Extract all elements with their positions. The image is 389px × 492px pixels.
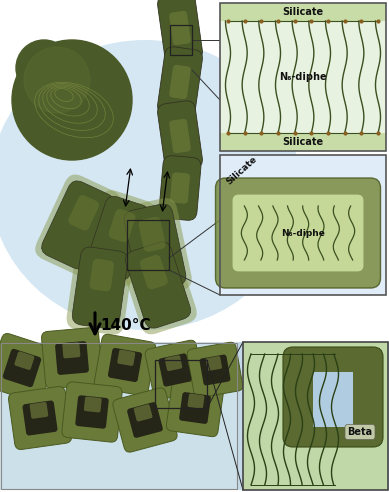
Bar bbox=[0, 342, 238, 490]
FancyBboxPatch shape bbox=[119, 236, 197, 335]
FancyBboxPatch shape bbox=[124, 204, 186, 292]
Bar bbox=[127, 220, 169, 270]
Bar bbox=[155, 360, 207, 408]
FancyBboxPatch shape bbox=[84, 397, 102, 412]
FancyBboxPatch shape bbox=[187, 342, 243, 398]
FancyBboxPatch shape bbox=[3, 349, 41, 387]
FancyBboxPatch shape bbox=[169, 119, 191, 153]
FancyBboxPatch shape bbox=[72, 247, 128, 329]
Bar bbox=[0, 342, 389, 490]
FancyBboxPatch shape bbox=[206, 356, 222, 371]
FancyBboxPatch shape bbox=[42, 181, 114, 269]
FancyBboxPatch shape bbox=[139, 217, 165, 252]
FancyBboxPatch shape bbox=[86, 196, 149, 280]
FancyBboxPatch shape bbox=[170, 172, 190, 204]
FancyBboxPatch shape bbox=[140, 255, 168, 289]
FancyBboxPatch shape bbox=[55, 341, 89, 375]
FancyBboxPatch shape bbox=[158, 101, 202, 171]
FancyBboxPatch shape bbox=[165, 355, 182, 371]
FancyBboxPatch shape bbox=[117, 350, 135, 366]
FancyBboxPatch shape bbox=[23, 400, 58, 435]
FancyBboxPatch shape bbox=[42, 328, 102, 389]
FancyBboxPatch shape bbox=[81, 190, 156, 286]
Bar bbox=[220, 3, 386, 151]
FancyBboxPatch shape bbox=[283, 347, 383, 447]
Text: Beta: Beta bbox=[347, 427, 373, 437]
Bar bbox=[220, 3, 386, 151]
Circle shape bbox=[16, 40, 72, 96]
FancyBboxPatch shape bbox=[158, 353, 192, 387]
Text: Silicate: Silicate bbox=[282, 137, 324, 147]
FancyBboxPatch shape bbox=[158, 0, 202, 63]
FancyBboxPatch shape bbox=[62, 382, 122, 442]
FancyBboxPatch shape bbox=[166, 379, 224, 436]
FancyBboxPatch shape bbox=[0, 334, 56, 402]
FancyBboxPatch shape bbox=[200, 355, 230, 385]
Text: N₆-diphe: N₆-diphe bbox=[281, 228, 325, 238]
FancyBboxPatch shape bbox=[118, 198, 192, 298]
Text: 140°C: 140°C bbox=[100, 317, 151, 333]
Bar bbox=[243, 342, 388, 490]
FancyBboxPatch shape bbox=[113, 388, 177, 452]
Bar bbox=[170, 25, 192, 55]
FancyBboxPatch shape bbox=[127, 402, 163, 438]
Bar bbox=[313, 372, 353, 427]
FancyBboxPatch shape bbox=[158, 47, 202, 117]
FancyBboxPatch shape bbox=[169, 11, 191, 45]
FancyBboxPatch shape bbox=[89, 259, 114, 291]
FancyBboxPatch shape bbox=[68, 195, 99, 230]
FancyBboxPatch shape bbox=[9, 387, 72, 450]
Text: N₆-diphe: N₆-diphe bbox=[279, 72, 327, 82]
Bar bbox=[1, 343, 237, 489]
FancyBboxPatch shape bbox=[62, 342, 81, 358]
FancyBboxPatch shape bbox=[30, 402, 48, 419]
FancyBboxPatch shape bbox=[145, 340, 205, 400]
FancyBboxPatch shape bbox=[14, 351, 34, 370]
Bar bbox=[243, 342, 388, 490]
FancyBboxPatch shape bbox=[75, 395, 109, 429]
Bar bbox=[220, 3, 386, 21]
Circle shape bbox=[24, 47, 90, 113]
FancyBboxPatch shape bbox=[233, 195, 363, 272]
FancyBboxPatch shape bbox=[108, 348, 142, 382]
Text: Silicate: Silicate bbox=[282, 7, 324, 17]
FancyBboxPatch shape bbox=[134, 404, 152, 422]
FancyBboxPatch shape bbox=[125, 242, 191, 328]
Bar bbox=[220, 155, 386, 295]
FancyBboxPatch shape bbox=[169, 65, 191, 99]
Bar bbox=[220, 133, 386, 151]
FancyBboxPatch shape bbox=[94, 334, 156, 396]
FancyBboxPatch shape bbox=[187, 394, 205, 409]
FancyBboxPatch shape bbox=[216, 178, 380, 288]
Text: Silicate: Silicate bbox=[225, 154, 259, 186]
FancyBboxPatch shape bbox=[67, 242, 133, 335]
FancyBboxPatch shape bbox=[179, 392, 211, 424]
Ellipse shape bbox=[0, 40, 300, 330]
Bar bbox=[220, 155, 386, 295]
FancyBboxPatch shape bbox=[159, 155, 201, 220]
FancyBboxPatch shape bbox=[35, 175, 121, 276]
FancyBboxPatch shape bbox=[109, 209, 135, 242]
Circle shape bbox=[12, 40, 132, 160]
